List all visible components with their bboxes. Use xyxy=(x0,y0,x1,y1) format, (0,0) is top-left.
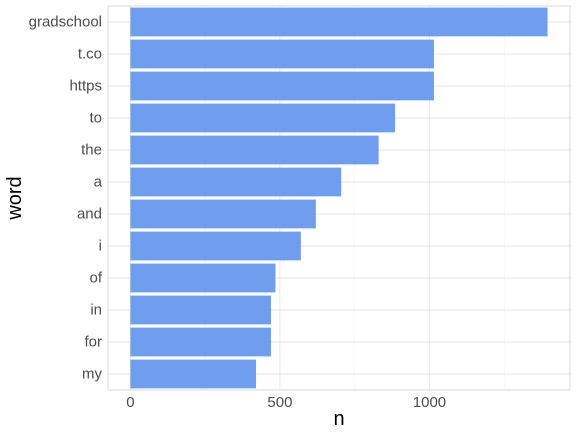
x-tick-label: 500 xyxy=(267,394,292,411)
bar-of xyxy=(130,263,276,293)
x-tick-label: 1000 xyxy=(413,394,446,411)
bar-the xyxy=(130,135,379,165)
bar-i xyxy=(130,231,301,261)
bar-a xyxy=(130,167,342,197)
panel-border xyxy=(107,5,571,391)
bar-my xyxy=(130,359,257,389)
x-tick-label: 0 xyxy=(126,394,134,411)
y-tick-label: the xyxy=(81,142,102,159)
y-tick-label: and xyxy=(77,206,102,223)
y-tick-label: i xyxy=(99,238,102,255)
y-tick-label: t.co xyxy=(78,46,102,63)
y-tick-label: of xyxy=(89,270,102,287)
bar-to xyxy=(130,103,396,133)
y-tick-labels: gradschool t.co https to the a and i of in for my xyxy=(29,14,103,383)
y-tick-label: in xyxy=(90,302,102,319)
bar-https xyxy=(130,71,434,101)
y-tick-label: https xyxy=(69,78,102,95)
x-axis-title: n xyxy=(333,408,344,430)
y-axis-title: word xyxy=(4,176,26,220)
y-tick-label: gradschool xyxy=(29,14,102,31)
bars xyxy=(130,7,548,389)
y-tick-label: a xyxy=(94,174,103,191)
y-tick-label: to xyxy=(89,110,102,127)
y-tick-label: my xyxy=(82,366,102,383)
bar-in xyxy=(130,295,271,325)
bar-for xyxy=(130,327,271,357)
bar-gradschool xyxy=(130,7,548,37)
x-tick-labels: 0 500 1000 xyxy=(126,394,446,411)
bar-t-co xyxy=(130,39,434,69)
y-tick-label: for xyxy=(84,334,102,351)
bar-and xyxy=(130,199,316,229)
